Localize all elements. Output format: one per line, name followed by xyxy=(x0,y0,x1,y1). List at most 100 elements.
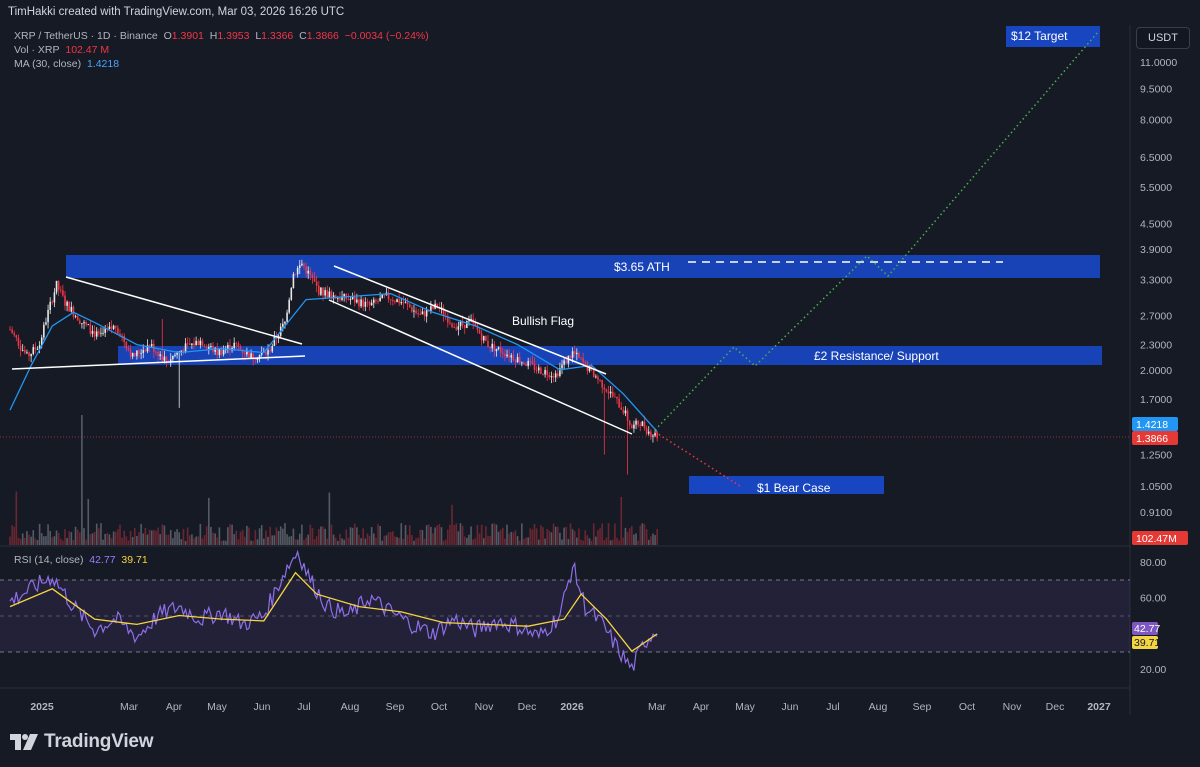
volume-bar xyxy=(155,530,157,545)
volume-bar xyxy=(131,536,134,545)
volume-bar xyxy=(643,524,646,545)
volume-bar xyxy=(250,540,252,545)
volume-bar xyxy=(93,532,96,545)
currency-button[interactable]: USDT xyxy=(1136,27,1190,49)
candle-body xyxy=(622,409,625,414)
volume-bar xyxy=(298,533,301,545)
candle-body xyxy=(129,349,132,357)
candle-body xyxy=(163,356,166,361)
volume-bar xyxy=(296,539,299,545)
candle-body xyxy=(633,424,635,429)
volume-bar xyxy=(451,504,453,545)
candle-body xyxy=(419,314,422,315)
candle-body xyxy=(332,295,335,299)
candle-body xyxy=(89,324,92,334)
candle-body xyxy=(127,348,130,350)
candle-body xyxy=(290,287,293,300)
candle-body xyxy=(631,425,633,429)
candle-body xyxy=(650,431,652,437)
candle-body xyxy=(208,346,210,349)
rsi-ma-value: 39.71 xyxy=(121,554,148,566)
volume-bar xyxy=(442,540,445,545)
ma-legend[interactable]: MA (30, close) 1.4218 xyxy=(14,58,119,70)
volume-bar xyxy=(222,540,225,545)
candle-body xyxy=(487,340,489,347)
candle-body xyxy=(195,340,197,346)
rsi-legend[interactable]: RSI (14, close) 42.77 39.71 xyxy=(14,554,148,566)
volume-bar xyxy=(472,539,474,545)
volume-bar xyxy=(453,525,455,545)
candle-body xyxy=(326,290,329,298)
last-price-tag-text: 1.3866 xyxy=(1136,433,1168,445)
candle-body xyxy=(125,342,128,349)
candle-body xyxy=(250,353,252,359)
open-label: O xyxy=(163,30,172,42)
volume-bar xyxy=(106,533,109,545)
volume-bar xyxy=(203,535,206,545)
price-axis[interactable]: 11.0000 9.5000 8.0000 6.5000 5.5000 4.5000 3.9… xyxy=(1140,57,1177,519)
candle-body xyxy=(584,362,587,363)
volume-bar xyxy=(201,538,204,545)
volume-bar xyxy=(347,537,350,545)
volume-bar xyxy=(523,538,525,545)
candle-body xyxy=(233,342,235,349)
candle-body xyxy=(449,322,451,324)
candle-body xyxy=(256,358,259,361)
price-tick-label: 6.5000 xyxy=(1140,152,1172,164)
time-tick-label: Sep xyxy=(913,701,932,713)
candle-body xyxy=(485,336,487,341)
candle-body xyxy=(180,350,183,352)
volume-bar xyxy=(351,527,354,545)
volume-bar xyxy=(533,523,536,545)
volume-bar xyxy=(17,537,20,545)
volume-bar xyxy=(337,540,339,545)
volume-bar xyxy=(385,535,388,545)
volume-bar xyxy=(197,536,200,545)
volume-bar xyxy=(542,527,544,545)
time-tick-label: 2026 xyxy=(560,701,584,713)
volume-bar xyxy=(432,533,434,545)
time-tick-label: Dec xyxy=(1046,701,1065,713)
candle-body xyxy=(478,329,481,334)
ma30-line xyxy=(9,292,658,433)
candle-body xyxy=(260,352,263,355)
symbol-legend[interactable]: XRP / TetherUS · 1D · Binance O1.3901 H1… xyxy=(14,30,429,42)
candle-body xyxy=(15,335,18,338)
volume-bar xyxy=(381,540,384,545)
volume-bar xyxy=(487,535,489,545)
candle-body xyxy=(36,349,39,350)
candle-body xyxy=(150,343,153,347)
volume-bar xyxy=(408,525,411,545)
volume-bar xyxy=(504,538,506,545)
candle-body xyxy=(45,322,47,325)
volume-bar xyxy=(590,540,593,545)
volume-tag-text: 102.47M xyxy=(1136,533,1177,545)
price-tick-label: 9.5000 xyxy=(1140,83,1172,95)
volume-bar xyxy=(510,531,513,545)
candle-body xyxy=(529,361,532,362)
time-axis[interactable]: 2025 Mar Apr May Jun Jul Aug Sep Oct Nov Dec 2026 Ma… xyxy=(30,701,1111,713)
tradingview-logo[interactable]: TradingView xyxy=(10,731,154,756)
volume-bar xyxy=(622,537,625,545)
time-tick-label: Apr xyxy=(166,701,183,713)
candle-body xyxy=(565,360,568,364)
candle-body xyxy=(510,355,513,358)
volume-legend[interactable]: Vol · XRP 102.47 M xyxy=(14,44,109,56)
volume-bar xyxy=(117,529,119,545)
volume-bar xyxy=(548,530,551,545)
volume-bar xyxy=(167,534,170,545)
volume-bar xyxy=(55,530,58,545)
candle-body xyxy=(482,336,485,341)
candle-body xyxy=(474,322,477,326)
volume-bar xyxy=(256,539,259,545)
time-tick-label: Jun xyxy=(782,701,799,713)
candle-body xyxy=(349,299,352,300)
volume-bar xyxy=(402,538,405,545)
volume-bar xyxy=(252,540,255,545)
volume-bar xyxy=(290,536,293,545)
price-tick-label: 1.7000 xyxy=(1140,394,1172,406)
volume-bar xyxy=(438,524,441,545)
candle-body xyxy=(121,335,123,337)
candle-body xyxy=(95,331,98,337)
